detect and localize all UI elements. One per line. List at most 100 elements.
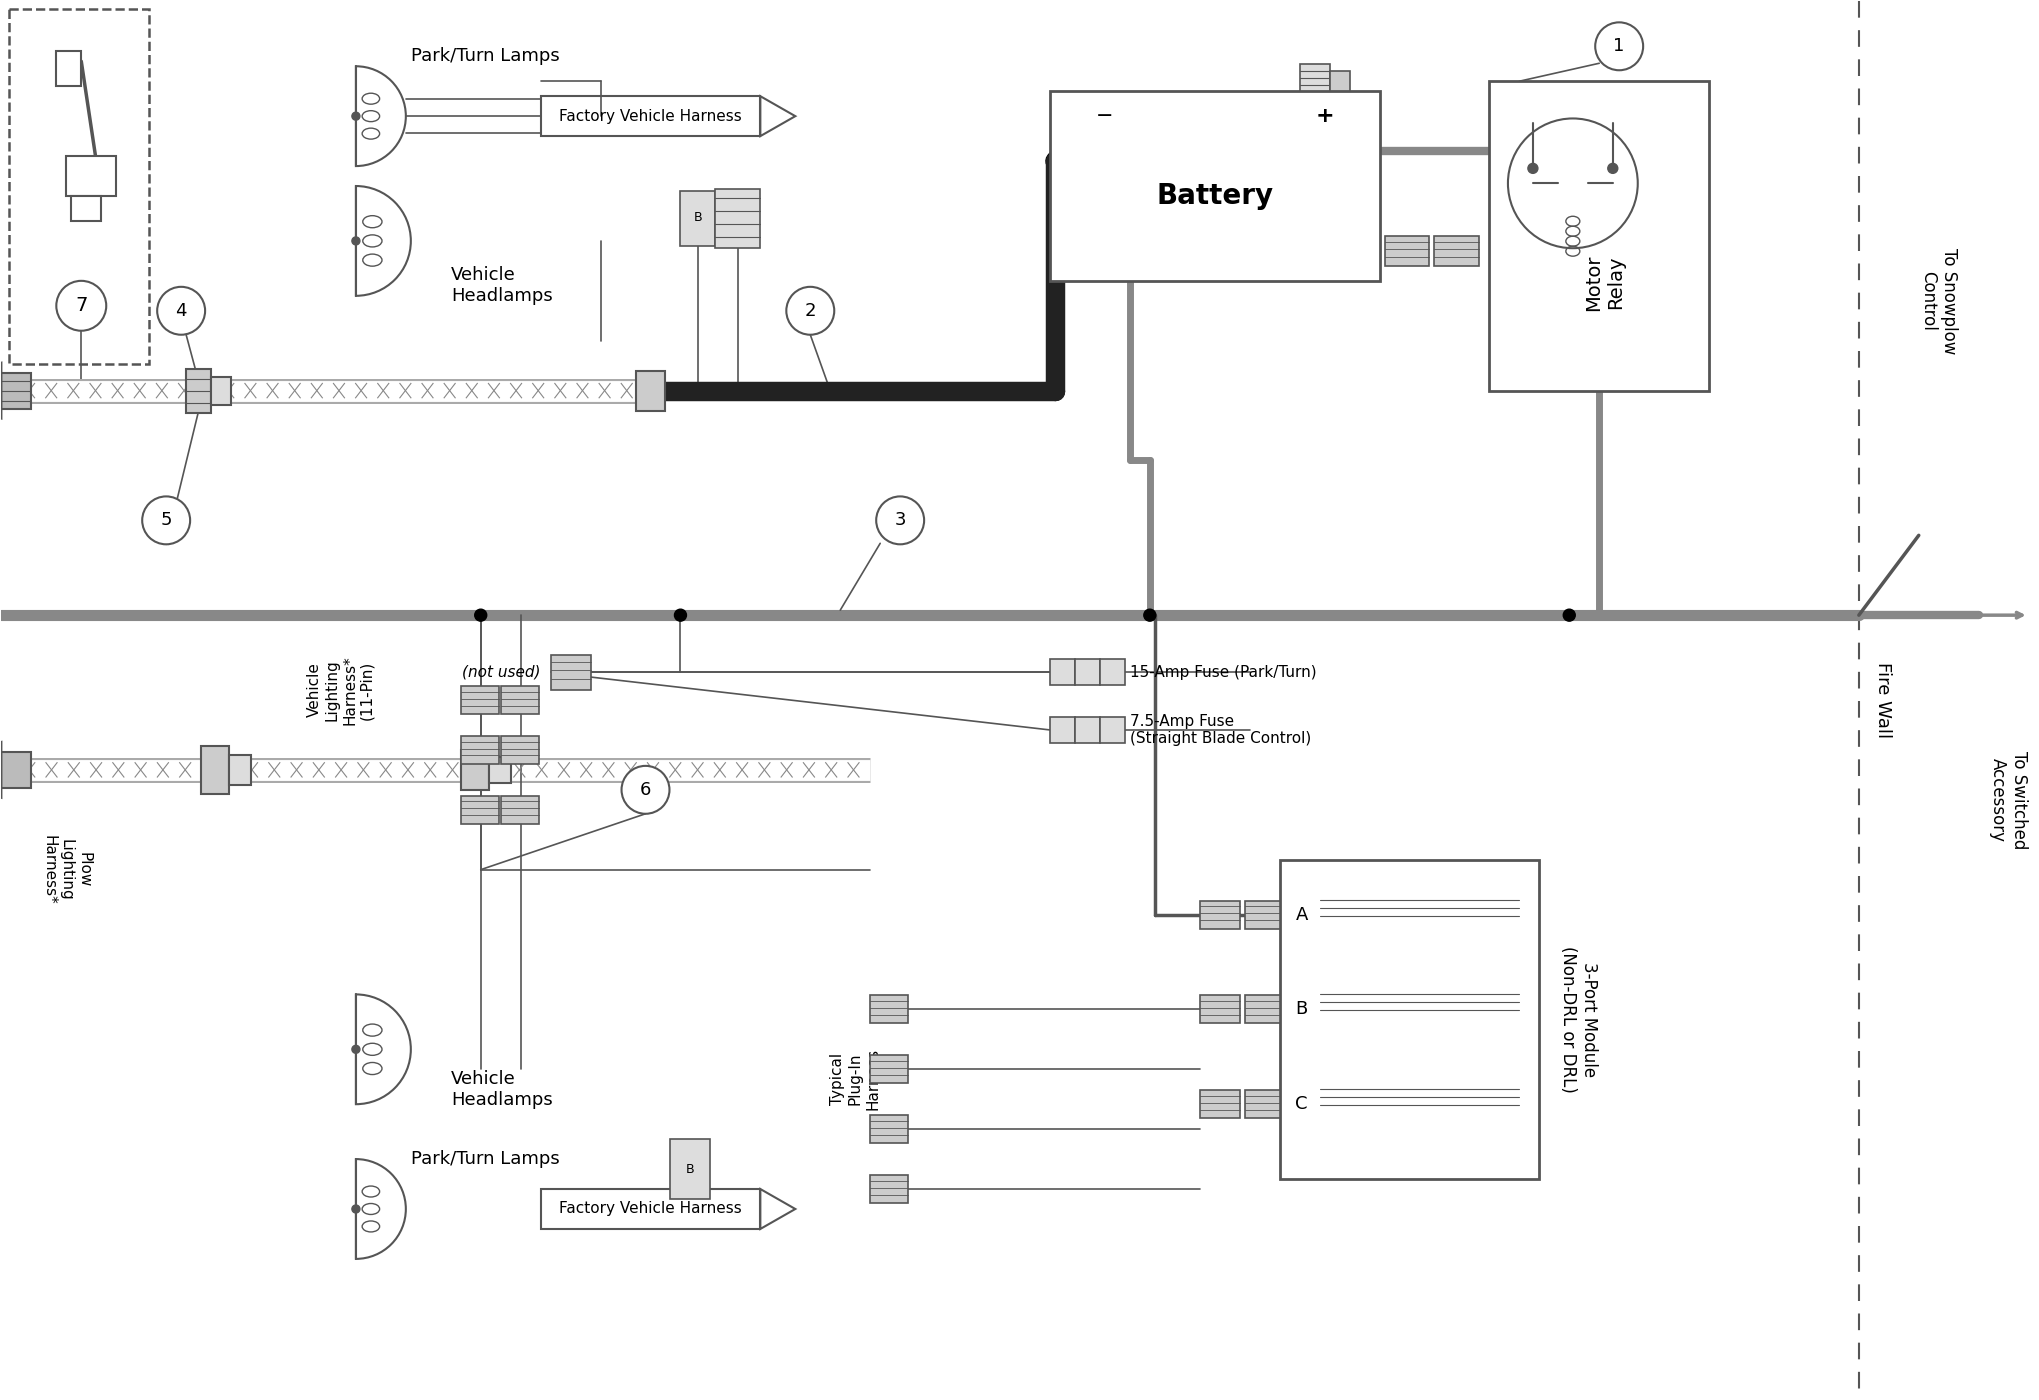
Circle shape — [1144, 609, 1156, 622]
Text: 7: 7 — [75, 297, 88, 315]
Bar — [716, 189, 761, 248]
Bar — [67, 155, 116, 196]
Bar — [489, 757, 510, 783]
Circle shape — [353, 1205, 361, 1212]
Text: Vehicle
Headlamps: Vehicle Headlamps — [451, 1070, 553, 1109]
Bar — [1075, 717, 1099, 743]
Text: +: + — [1315, 106, 1334, 126]
Circle shape — [353, 112, 361, 120]
Text: Factory Vehicle Harness: Factory Vehicle Harness — [559, 1201, 742, 1217]
Text: C: C — [1295, 1095, 1307, 1113]
Bar — [1099, 717, 1126, 743]
Circle shape — [475, 609, 487, 622]
Bar — [1384, 237, 1429, 266]
Text: B: B — [1295, 1001, 1307, 1018]
Bar — [681, 190, 716, 246]
Bar — [461, 795, 500, 823]
Bar — [1199, 900, 1240, 928]
Bar — [1199, 995, 1240, 1023]
Bar — [551, 655, 591, 690]
Bar — [202, 746, 228, 794]
Bar — [1075, 659, 1099, 685]
Text: 1: 1 — [1613, 38, 1625, 55]
Bar — [871, 1175, 907, 1203]
Text: Plow
Lighting
Harness*: Plow Lighting Harness* — [41, 834, 92, 904]
Bar — [2, 372, 31, 409]
Bar — [1050, 717, 1075, 743]
Wedge shape — [357, 186, 410, 295]
Bar — [871, 1116, 907, 1144]
Text: Park/Turn Lamps: Park/Turn Lamps — [410, 48, 559, 66]
Text: 15-Amp Fuse (Park/Turn): 15-Amp Fuse (Park/Turn) — [1130, 665, 1317, 679]
Circle shape — [353, 1046, 361, 1053]
Bar — [212, 377, 230, 405]
Bar — [1488, 81, 1709, 391]
Circle shape — [353, 237, 361, 245]
Circle shape — [1594, 22, 1643, 70]
Text: Motor
Relay: Motor Relay — [1584, 253, 1625, 311]
Text: Battery: Battery — [1156, 182, 1272, 210]
Circle shape — [1609, 164, 1617, 174]
Bar — [1050, 91, 1380, 281]
Bar — [502, 795, 538, 823]
Text: Factory Vehicle Harness: Factory Vehicle Harness — [559, 109, 742, 123]
Wedge shape — [357, 1159, 406, 1259]
Bar — [10, 10, 149, 364]
Bar — [871, 995, 907, 1023]
Circle shape — [57, 281, 106, 330]
Text: −: − — [1097, 106, 1113, 126]
Circle shape — [675, 609, 687, 622]
Text: To Snowplow
Control: To Snowplow Control — [1919, 248, 1957, 354]
Bar — [1050, 659, 1075, 685]
Text: 3-Port Module
(Non-DRL or DRL): 3-Port Module (Non-DRL or DRL) — [1560, 946, 1599, 1093]
Bar — [540, 1189, 761, 1229]
Bar — [871, 1056, 907, 1084]
Text: A: A — [1295, 906, 1307, 924]
Polygon shape — [761, 1189, 795, 1229]
Bar — [1433, 237, 1480, 266]
Circle shape — [787, 287, 834, 335]
Text: B: B — [693, 211, 703, 224]
Bar — [1299, 64, 1329, 99]
Bar — [636, 371, 665, 410]
Circle shape — [1564, 609, 1576, 622]
Bar — [540, 97, 761, 136]
Bar — [186, 368, 212, 413]
Bar — [1244, 900, 1280, 928]
Bar — [57, 52, 82, 87]
Circle shape — [1527, 164, 1537, 174]
Text: 5: 5 — [161, 511, 171, 529]
Bar — [228, 755, 251, 785]
Bar — [461, 736, 500, 764]
Text: (not used): (not used) — [463, 665, 540, 679]
Text: Fire Wall: Fire Wall — [1874, 662, 1892, 738]
Bar — [502, 686, 538, 714]
Bar — [502, 736, 538, 764]
Bar — [461, 686, 500, 714]
Bar — [461, 750, 489, 790]
Bar — [1199, 1091, 1240, 1119]
Polygon shape — [761, 97, 795, 136]
Text: 7.5-Amp Fuse
(Straight Blade Control): 7.5-Amp Fuse (Straight Blade Control) — [1130, 714, 1311, 746]
Text: To Switched
Accessory: To Switched Accessory — [1990, 750, 2029, 848]
Bar — [1244, 995, 1280, 1023]
Text: 2: 2 — [805, 302, 816, 319]
Text: 6: 6 — [640, 781, 650, 799]
Circle shape — [157, 287, 206, 335]
Text: 4: 4 — [175, 302, 188, 319]
Bar — [1244, 1091, 1280, 1119]
Text: Vehicle
Lighting
Harness*
(11-Pin): Vehicle Lighting Harness* (11-Pin) — [308, 655, 375, 725]
Circle shape — [622, 766, 669, 813]
Bar — [2, 752, 31, 788]
Bar — [71, 196, 102, 221]
Wedge shape — [357, 66, 406, 167]
Wedge shape — [357, 994, 410, 1105]
Circle shape — [877, 497, 924, 545]
Text: Typical
Plug-In
Harness: Typical Plug-In Harness — [830, 1049, 881, 1110]
Bar — [1329, 71, 1350, 92]
Bar — [671, 1140, 710, 1198]
Text: Vehicle
Headlamps: Vehicle Headlamps — [451, 266, 553, 305]
Text: 3: 3 — [895, 511, 905, 529]
Circle shape — [143, 497, 190, 545]
Bar — [1280, 860, 1539, 1179]
